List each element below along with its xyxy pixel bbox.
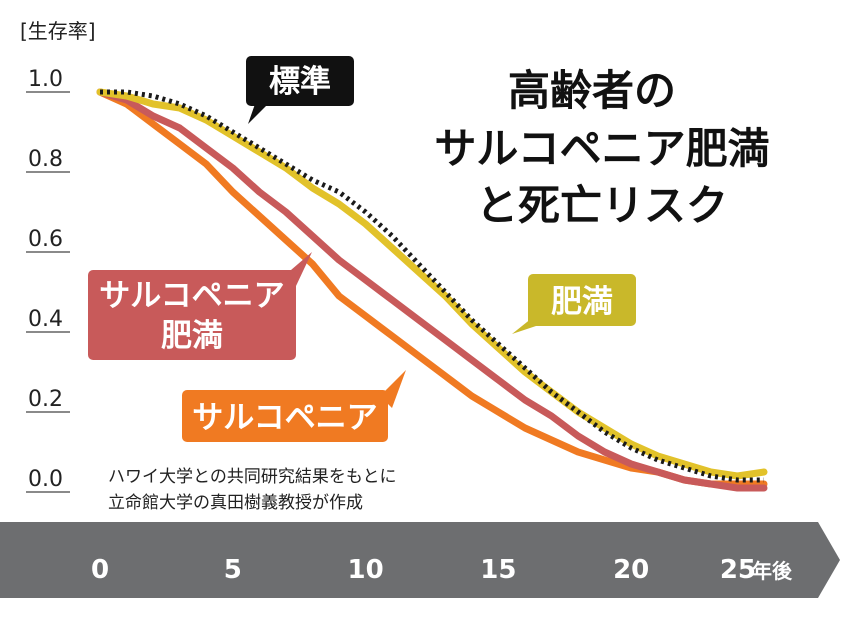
x-tick-label: 25 (720, 555, 756, 585)
y-axis-label: [生存率] (20, 19, 96, 43)
callout-sarcopenia-box (182, 390, 388, 442)
y-tick-label: 0.2 (28, 387, 63, 412)
y-tick-label: 0.6 (28, 227, 63, 252)
x-tick-label: 5 (224, 555, 242, 585)
callout-obesity-box (528, 274, 636, 326)
y-tick-label: 0.0 (28, 467, 63, 492)
x-axis-band (0, 522, 840, 598)
x-tick-label: 10 (348, 555, 384, 585)
source-line-1: ハワイ大学との共同研究結果をもとに (108, 467, 397, 487)
chart-title: 高齢者の サルコペニア肥満 と死亡リスク (434, 66, 769, 230)
callout-standard-box (246, 56, 354, 106)
callout-sarcopenia-text: サルコペニア (192, 400, 377, 436)
callout-sarcopenia-pointer (380, 370, 406, 408)
callout-sarcopenia: サルコペニア (182, 370, 406, 442)
source-line-2: 立命館大学の真田樹義教授が作成 (108, 493, 363, 513)
title-line-2: サルコペニア肥満 (434, 124, 769, 173)
callout-standard-pointer (248, 104, 268, 124)
title-line-3: と死亡リスク (476, 181, 728, 230)
callout-standard: 標準 (246, 56, 354, 124)
callout-sarcopenic-obesity-line1: サルコペニア (99, 278, 284, 314)
callout-obesity-pointer (512, 318, 548, 334)
series-lines (96, 88, 768, 492)
x-axis-unit: 年後 (752, 559, 793, 583)
x-tick-label: 0 (91, 555, 109, 585)
y-tick-label: 0.8 (28, 147, 63, 172)
callout-standard-text: 標準 (269, 64, 331, 100)
callout-sarcopenic-obesity-line2: 肥満 (161, 318, 223, 354)
callout-sarcopenic-obesity-pointer (284, 252, 312, 286)
series-line-sarcopenic-obesity (96, 88, 768, 492)
y-axis: 1.0 0.8 0.6 0.4 0.2 0.0 (26, 67, 70, 493)
y-tick-label: 0.4 (28, 307, 63, 332)
callout-obesity: 肥満 (512, 274, 636, 334)
x-axis: 0 5 10 15 20 25 (91, 555, 756, 585)
series-line-obesity (96, 88, 768, 480)
x-tick-label: 20 (613, 555, 649, 585)
y-tick-label: 1.0 (28, 67, 63, 92)
callout-sarcopenic-obesity-box (88, 270, 296, 360)
callout-sarcopenic-obesity: サルコペニア 肥満 (88, 252, 312, 360)
x-tick-label: 15 (480, 555, 516, 585)
title-line-1: 高齢者の (508, 66, 676, 115)
callout-obesity-text: 肥満 (551, 284, 613, 320)
